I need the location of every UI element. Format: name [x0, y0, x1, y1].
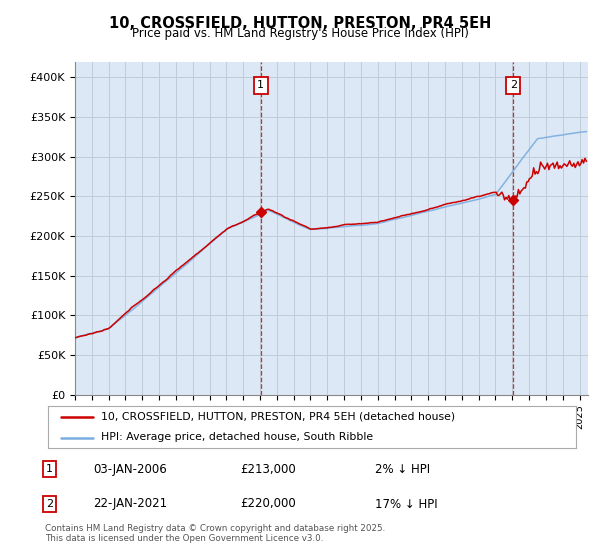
- Text: HPI: Average price, detached house, South Ribble: HPI: Average price, detached house, Sout…: [101, 432, 373, 442]
- Text: 03-JAN-2006: 03-JAN-2006: [93, 463, 167, 476]
- Text: 2% ↓ HPI: 2% ↓ HPI: [375, 463, 430, 476]
- Text: 17% ↓ HPI: 17% ↓ HPI: [375, 497, 437, 511]
- Text: Price paid vs. HM Land Registry's House Price Index (HPI): Price paid vs. HM Land Registry's House …: [131, 27, 469, 40]
- Text: Contains HM Land Registry data © Crown copyright and database right 2025.
This d: Contains HM Land Registry data © Crown c…: [45, 524, 385, 543]
- Text: 2: 2: [46, 499, 53, 509]
- Text: 1: 1: [257, 81, 264, 90]
- Text: £220,000: £220,000: [240, 497, 296, 511]
- Text: 1: 1: [46, 464, 53, 474]
- Text: 10, CROSSFIELD, HUTTON, PRESTON, PR4 5EH: 10, CROSSFIELD, HUTTON, PRESTON, PR4 5EH: [109, 16, 491, 31]
- Text: 10, CROSSFIELD, HUTTON, PRESTON, PR4 5EH (detached house): 10, CROSSFIELD, HUTTON, PRESTON, PR4 5EH…: [101, 412, 455, 422]
- Text: £213,000: £213,000: [240, 463, 296, 476]
- Text: 22-JAN-2021: 22-JAN-2021: [93, 497, 167, 511]
- Text: 2: 2: [510, 81, 517, 90]
